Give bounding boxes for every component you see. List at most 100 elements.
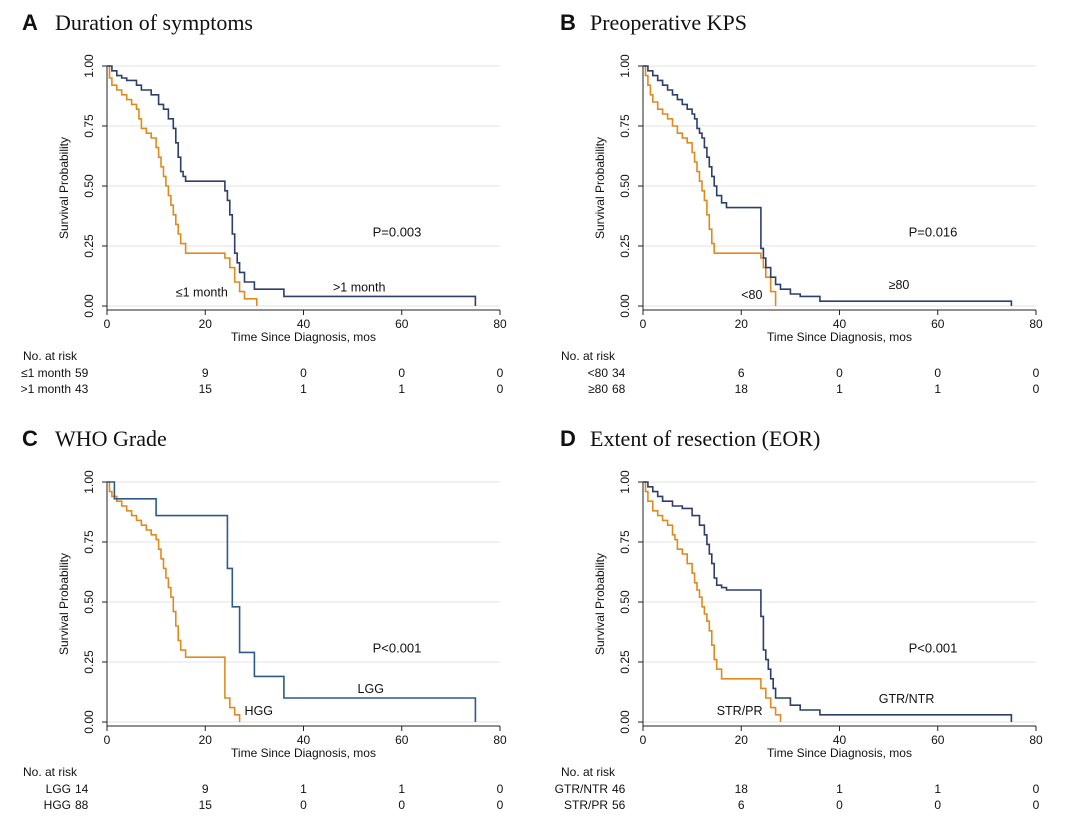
y-tick-label: 0.75 [82,114,96,138]
risk-row-label: HGG [44,798,71,812]
risk-count: 0 [1033,366,1040,380]
curve-label: HGG [245,704,273,718]
y-axis-label: Survival Probability [57,553,71,655]
curve-label: GTR/NTR [879,692,935,706]
x-tick-label: 0 [104,733,111,747]
y-tick-label: 0.75 [618,114,632,138]
panel-title: Preoperative KPS [590,10,747,35]
panel-title: Duration of symptoms [55,10,253,35]
risk-count: 14 [75,782,89,796]
y-tick-label: 0.75 [82,530,96,554]
risk-count: 1 [836,382,843,396]
x-tick-label: 60 [931,317,945,331]
y-tick-label: 0.50 [618,174,632,198]
x-tick-label: 20 [199,733,213,747]
risk-row-label: <80 [588,366,609,380]
risk-count: 1 [398,382,405,396]
risk-table-title: No. at risk [561,349,616,363]
risk-count: 1 [934,782,941,796]
risk-count: 1 [300,382,307,396]
curve-label: LGG [358,682,384,696]
risk-count: 1 [934,382,941,396]
y-axis-label: Survival Probability [593,553,607,655]
p-value: P=0.016 [909,224,958,239]
risk-count: 0 [836,798,843,812]
x-tick-label: 0 [640,733,647,747]
y-tick-label: 0.50 [82,174,96,198]
x-axis-label: Time Since Diagnosis, mos [767,746,912,760]
risk-row-label: LGG [46,782,71,796]
risk-count: 6 [738,366,745,380]
y-tick-label: 0.75 [618,530,632,554]
risk-count: 0 [497,798,504,812]
y-axis-label: Survival Probability [57,137,71,239]
x-tick-label: 40 [297,317,311,331]
x-tick-label: 80 [493,733,507,747]
risk-count: 1 [398,782,405,796]
km-curve-STR/PR [643,481,782,722]
risk-row-label: ≥80 [588,382,608,396]
p-value: P<0.001 [373,640,422,655]
km-curve-<80 [643,65,777,306]
risk-count: 15 [199,382,213,396]
panel-letter: B [560,10,576,35]
km-curve-LGG [107,481,477,722]
x-tick-label: 0 [104,317,111,331]
risk-count: 0 [300,798,307,812]
panel-letter: A [22,10,38,35]
p-value: P<0.001 [909,640,958,655]
risk-count: 18 [735,782,749,796]
risk-row-label: >1 month [21,382,71,396]
risk-count: 0 [934,366,941,380]
risk-count: 0 [398,366,405,380]
y-tick-label: 0.00 [618,294,632,318]
y-tick-label: 1.00 [82,470,96,494]
y-tick-label: 0.00 [618,710,632,734]
panel-a: A Duration of symptoms 0.00 0.25 0.50 0.75 1.0… [21,10,507,396]
y-tick-label: 1.00 [618,470,632,494]
risk-count: 18 [735,382,749,396]
curve-label: STR/PR [717,704,763,718]
risk-table-title: No. at risk [23,349,78,363]
y-tick-label: 0.25 [82,234,96,258]
y-tick-label: 0.50 [82,590,96,614]
risk-count: 34 [612,366,626,380]
x-tick-label: 80 [493,317,507,331]
risk-count: 6 [738,798,745,812]
panel-b: B Preoperative KPS 0.00 0.25 0.50 0.75 1.00 0 20… [560,10,1043,396]
risk-row-label: GTR/NTR [555,782,609,796]
x-tick-label: 60 [931,733,945,747]
km-curve->1 month [107,65,477,306]
x-tick-label: 20 [735,733,749,747]
x-axis-label: Time Since Diagnosis, mos [231,746,376,760]
risk-count: 0 [1033,798,1040,812]
panel-letter: C [22,426,38,451]
risk-row-label: STR/PR [564,798,608,812]
risk-table-title: No. at risk [23,765,78,779]
risk-count: 68 [612,382,626,396]
y-tick-label: 1.00 [82,54,96,78]
risk-count: 0 [300,366,307,380]
y-tick-label: 1.00 [618,54,632,78]
panel-title: Extent of resection (EOR) [590,426,820,451]
risk-count: 59 [75,366,89,380]
risk-count: 1 [300,782,307,796]
risk-count: 15 [199,798,213,812]
panel-d: D Extent of resection (EOR) 0.00 0.25 0.50 0.… [555,426,1043,812]
y-axis-label: Survival Probability [593,137,607,239]
x-axis-label: Time Since Diagnosis, mos [767,330,912,344]
risk-count: 88 [75,798,89,812]
y-tick-label: 0.25 [618,650,632,674]
x-axis-label: Time Since Diagnosis, mos [231,330,376,344]
x-tick-label: 20 [199,317,213,331]
y-tick-label: 0.25 [82,650,96,674]
x-tick-label: 20 [735,317,749,331]
panel-title: WHO Grade [55,426,167,451]
risk-count: 0 [1033,382,1040,396]
risk-table-title: No. at risk [561,765,616,779]
risk-count: 9 [202,366,209,380]
km-curve-GTR/NTR [643,481,1013,722]
km-curve-≤1 month [107,65,258,306]
p-value: P=0.003 [373,224,422,239]
